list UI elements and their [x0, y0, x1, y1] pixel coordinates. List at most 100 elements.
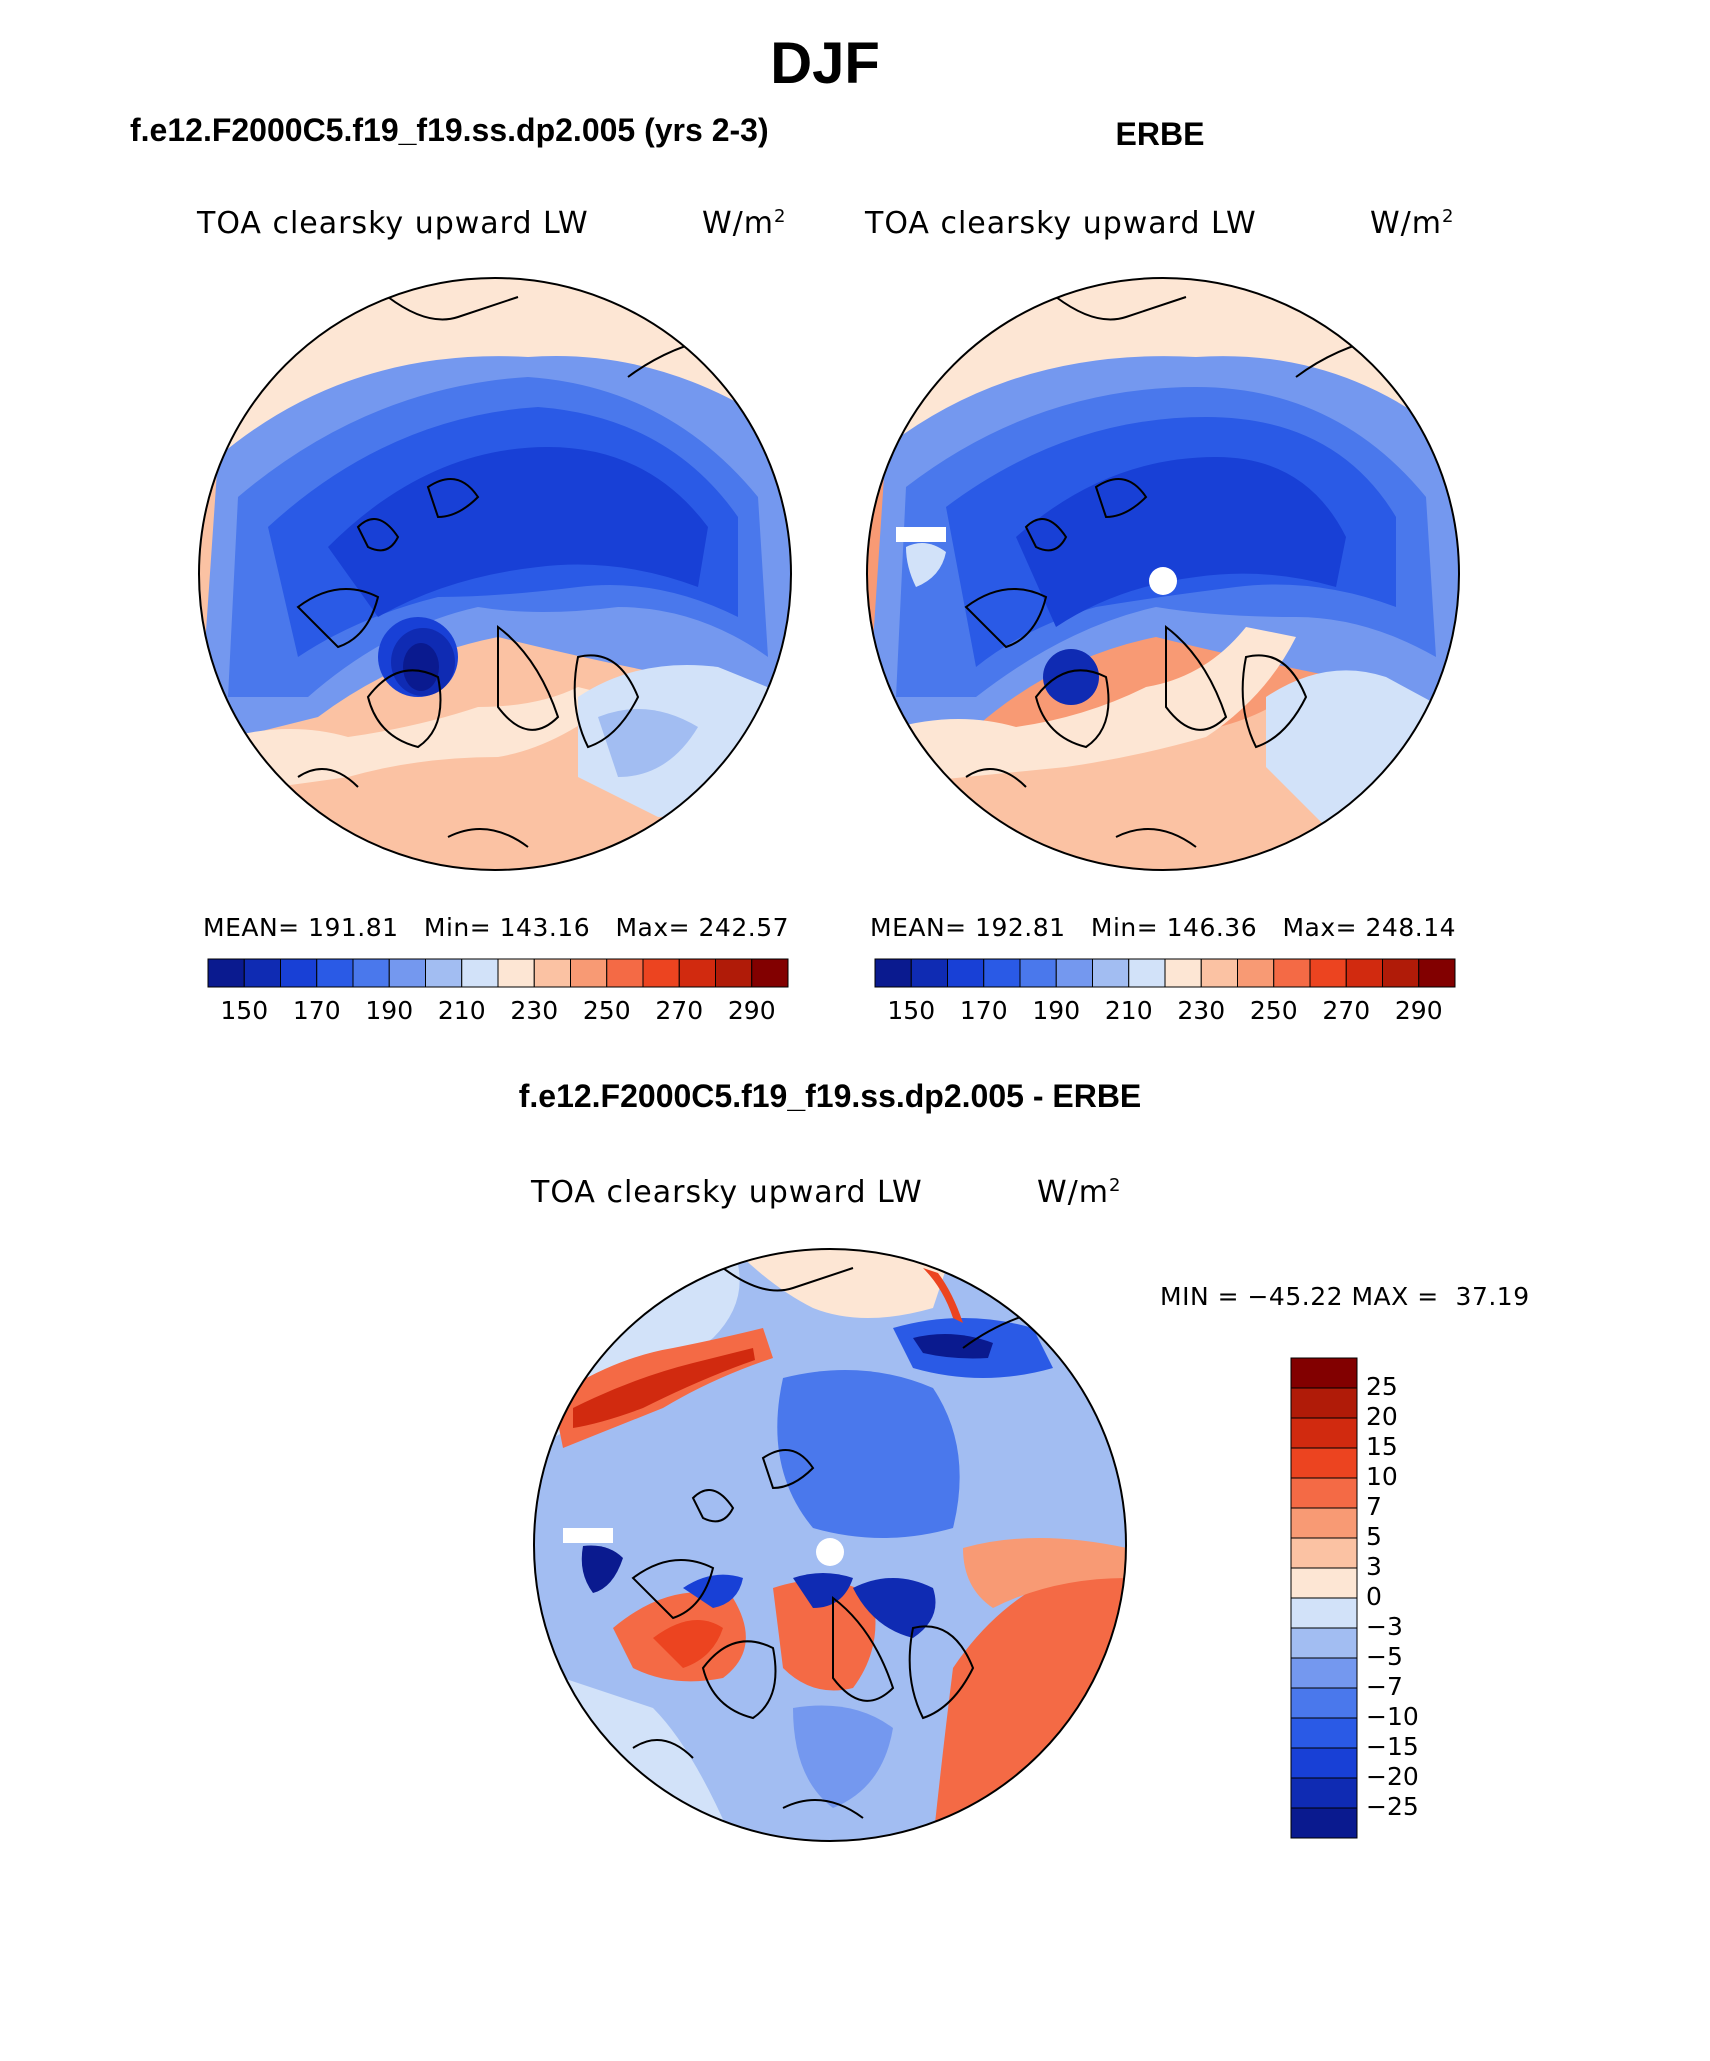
colorbar-swatch [570, 958, 608, 988]
colorbar-swatch [425, 958, 463, 988]
colorbar-tick-label: 170 [292, 996, 341, 1025]
colorbar-swatch [715, 958, 753, 988]
colorbar-tick-label: 290 [1394, 996, 1443, 1025]
colorbar-swatch [1290, 1447, 1358, 1479]
colorbar-swatch [1382, 958, 1420, 988]
colorbar-swatch [1309, 958, 1347, 988]
units-label-diff: W/m2 [1037, 1175, 1122, 1210]
colorbar-swatch [874, 958, 912, 988]
colorbar-swatch [1290, 1657, 1358, 1689]
colorbar-swatch [1290, 1417, 1358, 1449]
colorbar-swatch [910, 958, 948, 988]
colorbar-swatch [1345, 958, 1383, 988]
colorbar-swatch [1290, 1717, 1358, 1749]
colorbar-tick-label: 270 [1322, 996, 1371, 1025]
variable-label-model: TOA clearsky upward LW [197, 206, 589, 241]
colorbar-ticks-obs: 150 170 190 210 230 250 270 290 [875, 996, 1455, 1030]
colorbar-tick-label: 230 [1177, 996, 1226, 1025]
colorbar-swatch [1019, 958, 1057, 988]
colorbar-diff [1290, 1357, 1358, 1839]
colorbar-swatch [1290, 1807, 1358, 1839]
polar-map-obs [866, 277, 1460, 871]
colorbar-swatch [1290, 1627, 1358, 1659]
panel-title-obs: ERBE [1115, 116, 1205, 152]
colorbar-swatch [1290, 1747, 1358, 1779]
stats-diff: MIN = −45.22 MAX = 37.19 [1160, 1282, 1530, 1311]
colorbar-swatch [497, 958, 535, 988]
panel-title-diff: f.e12.F2000C5.f19_f19.ss.dp2.005 - ERBE [518, 1078, 1142, 1114]
colorbar-tick-label: 210 [1104, 996, 1153, 1025]
colorbar-swatch [1290, 1387, 1358, 1419]
colorbar-swatch [606, 958, 644, 988]
colorbar-swatch [207, 958, 245, 988]
colorbar-tick-label: 270 [655, 996, 704, 1025]
colorbar-tick-label: 5 [1366, 1522, 1382, 1551]
variable-label-diff: TOA clearsky upward LW [531, 1175, 923, 1210]
figure-title: DJF [770, 31, 880, 96]
colorbar-swatch [1055, 958, 1093, 988]
colorbar-swatch [243, 958, 281, 988]
variable-label-obs: TOA clearsky upward LW [865, 206, 1257, 241]
colorbar-swatch [1418, 958, 1456, 988]
colorbar-swatch [642, 958, 680, 988]
colorbar-tick-label: −25 [1366, 1792, 1419, 1821]
colorbar-obs [874, 958, 1456, 988]
colorbar-swatch [1290, 1687, 1358, 1719]
colorbar-tick-label: 15 [1366, 1432, 1398, 1461]
colorbar-tick-label: −3 [1366, 1612, 1403, 1641]
colorbar-swatch [1164, 958, 1202, 988]
colorbar-swatch [751, 958, 789, 988]
colorbar-swatch [533, 958, 571, 988]
colorbar-tick-label: 3 [1366, 1552, 1382, 1581]
colorbar-tick-label: −15 [1366, 1732, 1419, 1761]
colorbar-tick-label: 230 [510, 996, 559, 1025]
colorbar-tick-label: 150 [220, 996, 269, 1025]
colorbar-tick-label: 250 [1249, 996, 1298, 1025]
colorbar-swatch [1092, 958, 1130, 988]
colorbar-tick-label: 7 [1366, 1492, 1382, 1521]
colorbar-swatch [461, 958, 499, 988]
polar-map-model [198, 277, 792, 871]
colorbar-tick-label: 190 [365, 996, 414, 1025]
colorbar-swatch [280, 958, 318, 988]
colorbar-swatch [1290, 1507, 1358, 1539]
panel-title-model: f.e12.F2000C5.f19_f19.ss.dp2.005 (yrs 2-… [130, 112, 769, 148]
colorbar-ticks-model: 150 170 190 210 230 250 270 290 [208, 996, 788, 1030]
colorbar-swatch [1128, 958, 1166, 988]
colorbar-tick-label: −7 [1366, 1672, 1403, 1701]
colorbar-tick-label: 210 [437, 996, 486, 1025]
stats-model: MEAN= 191.81 Min= 143.16 Max= 242.57 [203, 913, 790, 942]
colorbar-model [207, 958, 789, 988]
units-label-obs: W/m2 [1370, 206, 1455, 241]
colorbar-swatch [947, 958, 985, 988]
colorbar-swatch [1237, 958, 1275, 988]
colorbar-tick-label: −20 [1366, 1762, 1419, 1791]
colorbar-swatch [388, 958, 426, 988]
colorbar-tick-label: 25 [1366, 1372, 1398, 1401]
colorbar-swatch [352, 958, 390, 988]
colorbar-swatch [983, 958, 1021, 988]
colorbar-swatch [1290, 1357, 1358, 1389]
colorbar-tick-label: 0 [1366, 1582, 1382, 1611]
colorbar-swatch [1273, 958, 1311, 988]
colorbar-swatch [316, 958, 354, 988]
colorbar-tick-label: 190 [1032, 996, 1081, 1025]
colorbar-tick-label: 250 [582, 996, 631, 1025]
colorbar-swatch [1290, 1477, 1358, 1509]
colorbar-swatch [1290, 1597, 1358, 1629]
polar-map-diff [533, 1248, 1127, 1842]
colorbar-swatch [1290, 1777, 1358, 1809]
units-label-model: W/m2 [702, 206, 787, 241]
colorbar-swatch [678, 958, 716, 988]
colorbar-tick-label: 290 [727, 996, 776, 1025]
colorbar-tick-label: 10 [1366, 1462, 1398, 1491]
colorbar-tick-label: 170 [959, 996, 1008, 1025]
colorbar-swatch [1290, 1537, 1358, 1569]
colorbar-tick-label: −10 [1366, 1702, 1419, 1731]
colorbar-swatch [1200, 958, 1238, 988]
colorbar-tick-label: 20 [1366, 1402, 1398, 1431]
colorbar-tick-label: 150 [887, 996, 936, 1025]
colorbar-ticks-diff: 25 20 15 10 7 5 3 0 −3 −5 −7 −10 −15 −20 −25 [1366, 1358, 1446, 1838]
colorbar-swatch [1290, 1567, 1358, 1599]
stats-obs: MEAN= 192.81 Min= 146.36 Max= 248.14 [870, 913, 1457, 942]
